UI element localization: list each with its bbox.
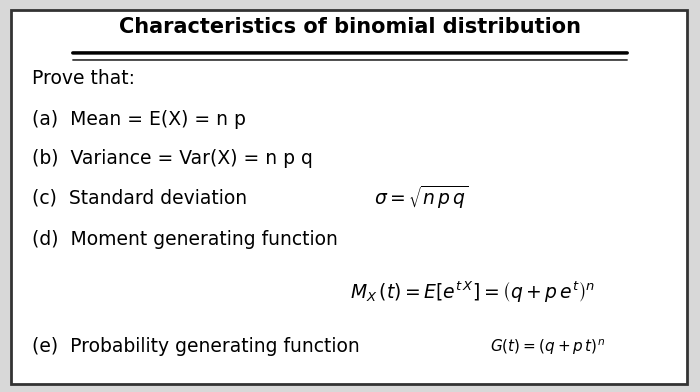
- Text: Characteristics of binomial distribution: Characteristics of binomial distribution: [119, 17, 581, 38]
- Text: $G(t) = (q + p\,t)^{n}$: $G(t) = (q + p\,t)^{n}$: [490, 337, 605, 357]
- Text: $M_{X}\,(t) = E\left[e^{t\,X}\right] = \left(q + p\,e^{t}\right)^{n}$: $M_{X}\,(t) = E\left[e^{t\,X}\right] = \…: [350, 279, 595, 305]
- Text: (e)  Probability generating function: (e) Probability generating function: [32, 338, 359, 356]
- Text: (a)  Mean = E(X) = n p: (a) Mean = E(X) = n p: [32, 110, 246, 129]
- Text: Prove that:: Prove that:: [32, 69, 134, 88]
- Text: $\sigma = \sqrt{n\,p\,q}$: $\sigma = \sqrt{n\,p\,q}$: [374, 183, 470, 211]
- FancyBboxPatch shape: [10, 10, 687, 384]
- Text: (d)  Moment generating function: (d) Moment generating function: [32, 230, 337, 249]
- Text: (b)  Variance = Var(X) = n p q: (b) Variance = Var(X) = n p q: [32, 149, 312, 168]
- Text: (c)  Standard deviation: (c) Standard deviation: [32, 189, 246, 207]
